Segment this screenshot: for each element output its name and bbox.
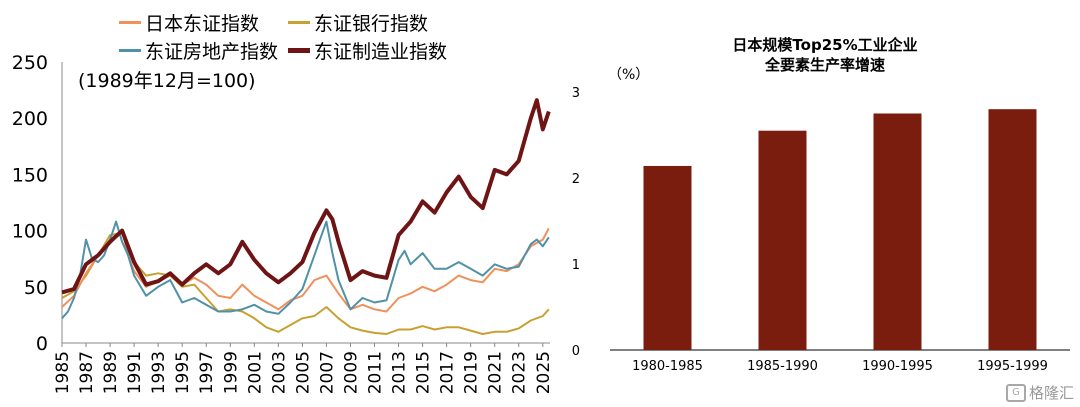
x-tick-label: 2023 (510, 351, 530, 394)
chart-title-line1: 日本规模Top25%工业企业 (732, 36, 918, 54)
x-tick-label: 1985 (53, 351, 73, 394)
x-tick-label: 2005 (293, 351, 313, 394)
y-tick-label: 2 (572, 172, 580, 187)
bar-1990-1995 (873, 113, 922, 350)
x-tick-label: 2019 (462, 351, 482, 394)
x-tick-label: 1987 (77, 351, 97, 394)
watermark-text: 格隆汇 (1028, 384, 1074, 402)
x-tick-label: 2021 (486, 351, 506, 394)
y-tick-label: 50 (24, 277, 48, 299)
x-tick-label: 1995 (173, 351, 193, 394)
x-tick-label: 2013 (390, 351, 410, 394)
x-tick-label: 2001 (245, 351, 265, 394)
bar-1980-1985 (643, 165, 692, 350)
legend-swatch-realestate (119, 49, 141, 52)
legend-bank: 东证银行指数 (288, 9, 428, 36)
y-tick-label: 0 (36, 333, 48, 355)
x-tick-label: 1997 (197, 351, 217, 394)
y-tick-label: 150 (12, 164, 48, 186)
x-tick-label: 1993 (149, 351, 169, 394)
legend-label-nikkei: 日本东证指数 (145, 13, 260, 35)
x-category-label: 1990-1995 (862, 359, 933, 374)
x-tick-label: 2003 (269, 351, 289, 394)
x-tick-label: 2017 (438, 351, 458, 394)
legend-swatch-manufacturing (288, 48, 310, 53)
y-unit-label: （%） (608, 67, 650, 83)
watermark: G 格隆汇 (1005, 382, 1074, 403)
series-line-bank (61, 231, 550, 335)
x-category-label: 1995-1999 (977, 359, 1048, 374)
chart-title-line2: 全要素生产率增速 (764, 56, 885, 74)
x-tick-label: 1991 (125, 351, 145, 394)
x-tick-label: 2007 (317, 351, 337, 394)
x-tick-label: 2025 (534, 351, 554, 394)
y-tick-label: 3 (572, 86, 580, 101)
legend-label-bank: 东证银行指数 (314, 13, 429, 35)
legend-label-realestate: 东证房地产指数 (145, 41, 279, 63)
x-tick-label: 2009 (341, 351, 361, 394)
legend-nikkei: 日本东证指数 (119, 9, 259, 36)
watermark-logo-icon: G (1005, 383, 1026, 402)
bar-1985-1990 (758, 130, 807, 350)
y-tick-label: 250 (12, 52, 48, 74)
bar-chart-canvas: 0 1 2 3 1980-1985 1985-1990 1990-1995 1995-1999 (572, 86, 1070, 374)
series-line-nikkei (61, 227, 550, 313)
x-tick-label: 2015 (414, 351, 434, 394)
legend-realestate: 东证房地产指数 (119, 37, 278, 64)
tfp-bar-chart: 日本规模Top25%工业企业 全要素生产率增速 （%） 0 1 2 3 1980-198… (570, 0, 1080, 407)
x-category-label: 1985-1990 (747, 359, 818, 374)
tokyo-index-line-chart: 日本东证指数 东证银行指数 东证房地产指数 东证制造业指数 (1989年12月=… (12, 9, 554, 394)
base-date-note: (1989年12月=100) (78, 70, 256, 92)
x-tick-label: 1989 (101, 351, 121, 394)
x-tick-label: 2011 (366, 351, 386, 394)
y-tick-label: 100 (12, 221, 48, 243)
x-category-label: 1980-1985 (632, 359, 703, 374)
series-line-realestate (61, 220, 550, 319)
y-tick-label: 200 (12, 108, 48, 130)
legend-swatch-nikkei (119, 21, 141, 24)
y-tick-label: 0 (572, 344, 580, 359)
y-tick-label: 1 (572, 258, 580, 273)
bar-1995-1999 (988, 109, 1037, 350)
series-line-manufacturing (61, 98, 551, 295)
legend-manufacturing: 东证制造业指数 (288, 37, 447, 64)
x-tick-label: 1999 (221, 351, 241, 394)
legend-label-manufacturing: 东证制造业指数 (314, 41, 448, 63)
legend-swatch-bank (288, 21, 310, 24)
